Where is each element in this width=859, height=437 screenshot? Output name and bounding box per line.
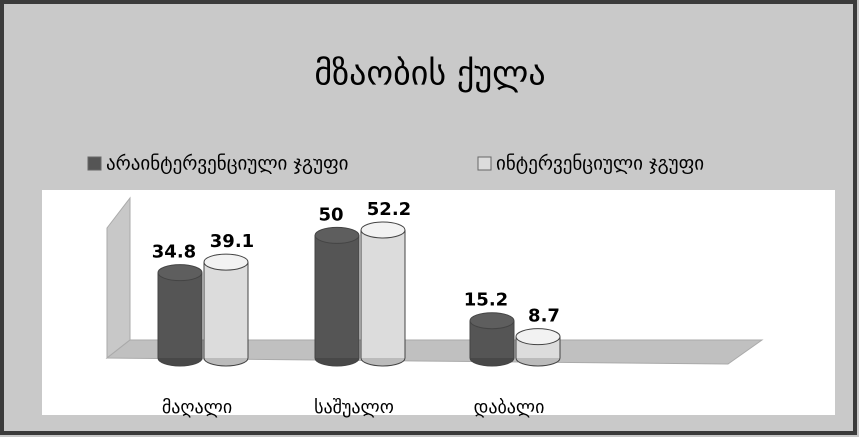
x-tick-label: მაღალი — [162, 397, 232, 418]
cylinder-top — [469, 312, 515, 330]
legend-swatch — [477, 156, 492, 171]
cylinder — [515, 328, 561, 367]
cylinder-top — [314, 226, 360, 244]
cylinder — [203, 253, 249, 367]
legend-label: ინტერვენციული ჯგუფი — [496, 153, 704, 175]
cylinder-body — [204, 262, 248, 358]
cylinder — [469, 312, 515, 367]
legend-swatch — [87, 156, 102, 171]
value-label: 39.1 — [210, 231, 254, 252]
chart-title: მზაობის ქულა — [314, 54, 545, 94]
cylinder-body — [315, 235, 359, 358]
cylinder — [360, 221, 406, 367]
x-tick-label: საშუალო — [314, 397, 394, 418]
cylinder-top — [515, 328, 561, 346]
value-label: 50 — [318, 204, 343, 225]
value-label: 52.2 — [367, 199, 411, 220]
cylinder — [157, 264, 203, 367]
value-label: 15.2 — [464, 290, 508, 311]
cylinder-top — [203, 253, 249, 271]
cylinder-top — [157, 264, 203, 282]
cylinder-top — [360, 221, 406, 239]
cylinder-body — [158, 272, 202, 358]
cylinder-body — [361, 230, 405, 358]
value-label: 8.7 — [528, 306, 560, 327]
value-label: 34.8 — [152, 242, 196, 263]
x-tick-label: დაბალი — [474, 397, 545, 418]
legend-label: არაინტერვენციული ჯგუფი — [106, 153, 349, 175]
cylinder — [314, 226, 360, 367]
